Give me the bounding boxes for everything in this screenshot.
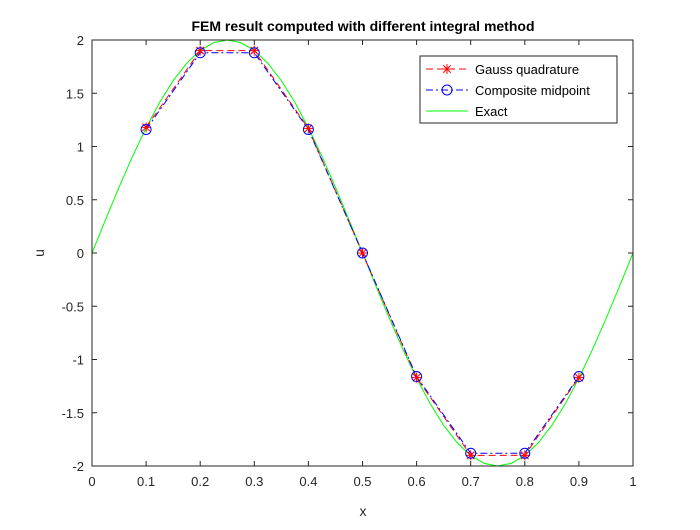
y-tick-label: -1	[72, 353, 84, 368]
legend-label: Exact	[475, 104, 508, 119]
data-point-asterisk	[303, 123, 314, 134]
x-tick-label: 0.7	[462, 474, 480, 489]
x-tick-label: 1	[629, 474, 636, 489]
x-tick-label: 0.2	[191, 474, 209, 489]
y-tick-label: -2	[72, 459, 84, 474]
data-point-asterisk	[357, 248, 368, 258]
data-point-circle	[357, 247, 368, 259]
data-point-asterisk	[141, 122, 152, 133]
data-point-circle	[140, 123, 152, 135]
x-tick-label: 0.4	[299, 474, 317, 489]
y-tick-label: 0	[77, 246, 84, 261]
y-tick-label: 0.5	[66, 193, 84, 208]
data-point-asterisk	[249, 45, 260, 56]
data-point-asterisk	[519, 450, 530, 461]
x-tick-label: 0.5	[353, 474, 371, 489]
legend-marker-sample	[442, 64, 452, 74]
y-axis-ticks: -2 -1.5 -1 -0.5 0 0.5 1 1.5 2	[62, 33, 633, 474]
data-point-asterisk	[195, 45, 206, 56]
data-point-circle	[248, 47, 260, 59]
x-axis-label: x	[360, 503, 367, 519]
y-axis-label: u	[31, 249, 47, 257]
x-tick-label: 0	[88, 474, 95, 489]
x-axis-ticks: 0 0.1 0.2 0.3 0.4 0.5 0.6 0.7 0.8 0.9 1	[88, 40, 637, 489]
x-tick-label: 0.1	[137, 474, 155, 489]
y-tick-label: 1.5	[66, 86, 84, 101]
y-tick-label: 1	[77, 140, 84, 155]
data-point-circle	[411, 371, 423, 383]
x-tick-label: 0.8	[516, 474, 534, 489]
data-point-circle	[573, 371, 585, 383]
data-point-circle	[302, 123, 314, 135]
x-tick-label: 0.9	[570, 474, 588, 489]
legend-marker-sample	[441, 84, 453, 96]
data-point-asterisk	[411, 372, 422, 383]
y-tick-label: 2	[77, 33, 84, 48]
legend-label: Gauss quadrature	[475, 62, 579, 77]
data-point-circle	[519, 447, 531, 459]
legend-label: Composite midpoint	[475, 83, 590, 98]
legend-box	[419, 55, 618, 124]
data-point-circle	[465, 447, 477, 459]
x-tick-label: 0.6	[408, 474, 426, 489]
series-markers	[140, 45, 585, 461]
legend: Gauss quadrature Composite midpoint Exact	[419, 55, 618, 124]
chart-title: FEM result computed with different integ…	[191, 18, 534, 34]
data-point-asterisk	[465, 450, 476, 461]
y-tick-label: -0.5	[62, 299, 84, 314]
data-point-asterisk	[573, 372, 584, 383]
x-tick-label: 0.3	[245, 474, 263, 489]
y-tick-label: -1.5	[62, 406, 84, 421]
data-point-circle	[194, 47, 206, 59]
